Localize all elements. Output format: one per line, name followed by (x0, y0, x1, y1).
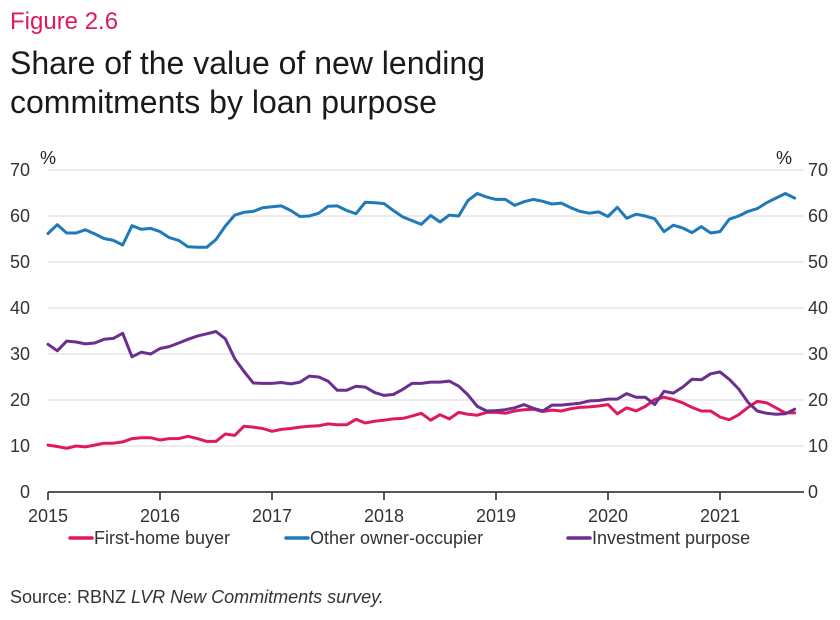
y-tick-right-60: 60 (808, 206, 828, 226)
series-line-investment-purpose (46, 330, 797, 416)
y-tick-right-0: 0 (808, 482, 818, 502)
series-lines (46, 192, 797, 450)
line-chart: 0 10 20 30 40 50 60 70 0 10 20 30 40 50 60 70 % % 2015… (10, 148, 828, 548)
legend-label-other-owner-occupier: Other owner-occupier (310, 528, 483, 548)
source-survey-name: LVR New Commitments survey. (131, 587, 384, 607)
chart-title: Share of the value of new lending commit… (10, 44, 630, 122)
y-tick-right-30: 30 (808, 344, 828, 364)
y-unit-right: % (776, 148, 792, 168)
x-tick-2021: 2021 (700, 506, 740, 526)
source-prefix: Source: RBNZ (10, 587, 132, 607)
y-tick-left-20: 20 (10, 390, 30, 410)
figure-label: Figure 2.6 (10, 8, 119, 35)
x-tick-2019: 2019 (476, 506, 516, 526)
y-tick-left-0: 0 (20, 482, 30, 502)
y-tick-right-10: 10 (808, 436, 828, 456)
y-axis-left: 0 10 20 30 40 50 60 70 (10, 160, 30, 502)
legend-label-first-home-buyer: First-home buyer (94, 528, 230, 548)
y-tick-left-10: 10 (10, 436, 30, 456)
y-tick-left-70: 70 (10, 160, 30, 180)
x-tick-2018: 2018 (364, 506, 404, 526)
gridlines (48, 169, 804, 447)
y-tick-left-50: 50 (10, 252, 30, 272)
y-tick-right-70: 70 (808, 160, 828, 180)
y-tick-right-50: 50 (808, 252, 828, 272)
legend-label-investment-purpose: Investment purpose (592, 528, 750, 548)
source-note: Source: RBNZ LVR New Commitments survey. (10, 587, 384, 608)
series-line-other-owner-occupier (46, 192, 797, 249)
y-tick-left-30: 30 (10, 344, 30, 364)
x-tick-2015: 2015 (28, 506, 68, 526)
y-tick-left-60: 60 (10, 206, 30, 226)
chart-title-line-1: Share of the value of new lending (10, 45, 485, 81)
y-tick-right-40: 40 (808, 298, 828, 318)
x-tick-2020: 2020 (588, 506, 628, 526)
y-tick-left-40: 40 (10, 298, 30, 318)
x-axis: 2015 2016 2017 2018 2019 2020 2021 (28, 491, 804, 526)
y-axis-right: 0 10 20 30 40 50 60 70 (808, 160, 828, 502)
chart-title-line-2: commitments by loan purpose (10, 84, 437, 120)
y-tick-right-20: 20 (808, 390, 828, 410)
legend: First-home buyer Other owner-occupier Inve… (68, 528, 750, 548)
series-line-first-home-buyer (46, 395, 797, 450)
y-unit-left: % (40, 148, 56, 168)
x-tick-2017: 2017 (252, 506, 292, 526)
x-tick-2016: 2016 (140, 506, 180, 526)
